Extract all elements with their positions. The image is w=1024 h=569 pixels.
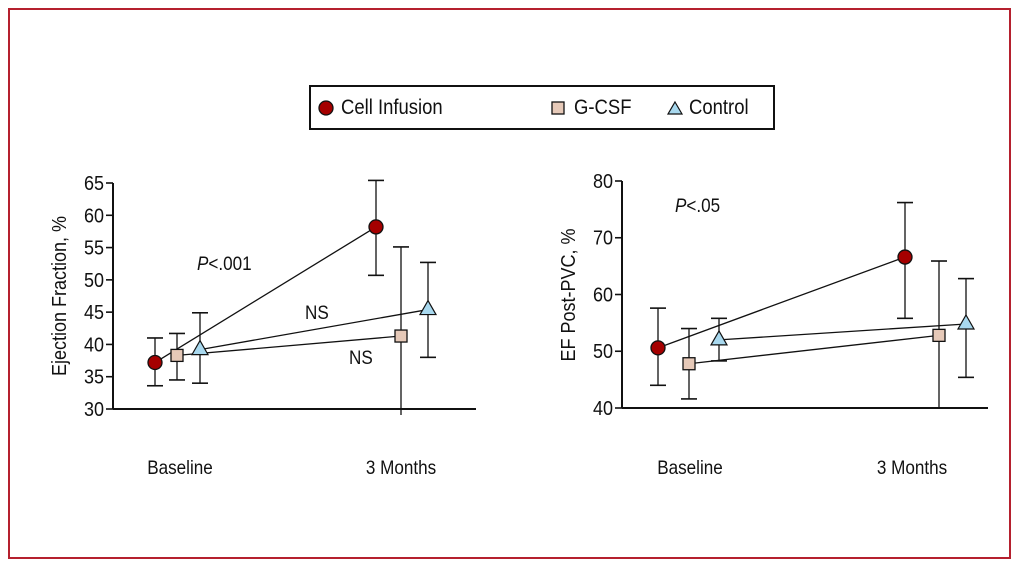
annotation-italic-prefix: P [675, 195, 686, 216]
data-point-cell-infusion [650, 340, 666, 356]
data-point-control [709, 329, 729, 346]
legend-label: G-CSF [574, 95, 632, 119]
y-tick-label: 70 [593, 228, 613, 250]
y-tick-label: 65 [84, 173, 104, 195]
data-point-g-csf [170, 348, 184, 363]
y-tick-label: 30 [84, 399, 104, 421]
data-point-control [190, 339, 210, 356]
series-line-g-csf [688, 334, 940, 365]
x-category-label: Baseline [657, 457, 723, 478]
legend-item-gcsf: G-CSF [550, 87, 639, 128]
y-tick-label: 60 [593, 285, 613, 307]
series-line-g-csf [176, 335, 402, 357]
chart-ef-post-pvc: 40 50 60 70 80 EF Post-PVC, % Baseline 3 Months… [558, 171, 988, 478]
annotation-text: <.001 [208, 253, 251, 274]
y-tick-label: 50 [84, 270, 104, 292]
y-tick-label: 40 [84, 335, 104, 357]
series-line-control [199, 308, 429, 351]
data-point-g-csf [932, 328, 946, 343]
series-line-control [718, 323, 967, 341]
y-tick-label: 40 [593, 398, 613, 420]
y-tick-label: 35 [84, 367, 104, 389]
annotation-text: NS [349, 347, 373, 368]
y-tick-label: 80 [593, 171, 613, 193]
annotation-label: NS [305, 302, 329, 323]
legend: Cell Infusion G-CSF Control [309, 85, 775, 130]
legend-label: Control [689, 95, 749, 119]
square-marker-icon [551, 100, 565, 115]
data-point-control [956, 313, 976, 330]
annotation-text: NS [305, 302, 329, 323]
data-point-cell-infusion [368, 219, 384, 235]
data-point-cell-infusion [147, 354, 163, 371]
annotation-italic-prefix: P [197, 253, 208, 274]
series-line-cell-infusion [657, 256, 906, 349]
y-tick-label: 50 [593, 341, 613, 363]
data-point-g-csf [394, 329, 408, 343]
data-point-control [418, 299, 438, 316]
annotation-label: P<.001 [197, 253, 252, 274]
annotation-label: NS [349, 347, 373, 368]
x-category-label: 3 Months [366, 457, 436, 478]
annotation-text: <.05 [686, 195, 720, 216]
y-tick-label: 55 [84, 238, 104, 260]
x-category-label: Baseline [147, 457, 213, 478]
circle-marker-icon [318, 99, 334, 116]
data-point-cell-infusion [897, 249, 913, 265]
legend-item-cell-infusion: Cell Infusion [317, 87, 457, 128]
legend-label: Cell Infusion [341, 95, 443, 119]
y-tick-label: 45 [84, 302, 104, 324]
x-category-label: 3 Months [877, 457, 947, 478]
chart-ejection-fraction: 30 35 40 45 50 55 60 65 Ejection Fraction, % Base… [49, 173, 476, 478]
legend-item-control: Control [666, 87, 757, 128]
y-axis-title: Ejection Fraction, % [49, 216, 71, 376]
y-axis-title: EF Post-PVC, % [558, 228, 580, 361]
series-line-cell-infusion [154, 226, 377, 364]
triangle-marker-icon [666, 100, 684, 115]
y-tick-label: 60 [84, 205, 104, 227]
annotation-label: P<.05 [675, 195, 720, 216]
data-point-g-csf [682, 357, 696, 371]
